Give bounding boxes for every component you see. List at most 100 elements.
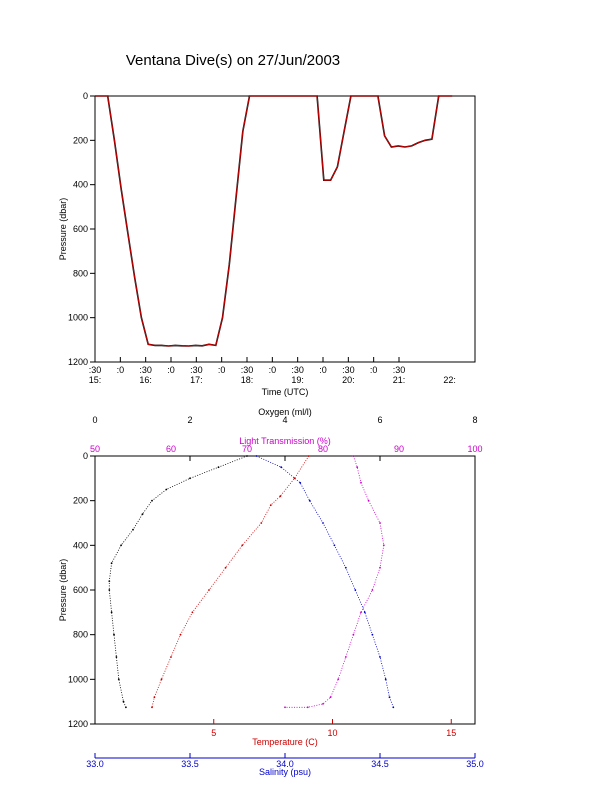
- salinity-data-point: [308, 499, 311, 502]
- light-tick-label: 70: [242, 444, 252, 454]
- oxygen-data-point: [120, 544, 122, 547]
- oxygen-data-point: [217, 466, 220, 469]
- oxygen-data-point: [108, 580, 111, 582]
- light-data-point: [306, 706, 309, 709]
- top-x-hour-label: 21:: [393, 375, 406, 385]
- temperature-profile-line: [151, 455, 310, 708]
- temperature-data-point: [208, 589, 210, 591]
- top-x-hour-label: 16:: [139, 375, 152, 385]
- bottom-y-tick-label: 1200: [68, 719, 88, 729]
- top-y-tick-label: 400: [73, 180, 88, 190]
- temperature-tick-label: 5: [211, 728, 216, 738]
- top-y-axis: 0 200 400 600 800 1000 1200: [68, 91, 95, 367]
- top-x-tick-label: :0: [370, 365, 378, 375]
- temperature-data-point: [260, 522, 263, 524]
- top-y-tick-label: 200: [73, 135, 88, 145]
- light-data-point: [337, 678, 340, 681]
- bottom-series-group: [108, 455, 395, 709]
- top-x-tick-label: :30: [241, 365, 254, 375]
- salinity-tick-label: 34.0: [276, 759, 294, 769]
- salinity-data-point: [363, 611, 366, 614]
- pressure-trace-shadow: [95, 95, 453, 347]
- salinity-tick-label: 33.5: [181, 759, 199, 769]
- temperature-data-point: [170, 656, 172, 658]
- bottom-y-tick-label: 1000: [68, 674, 88, 684]
- bottom-y-axis: 0 200 400 600 800 1000 1200: [68, 451, 95, 729]
- temperature-data-point: [160, 678, 163, 681]
- salinity-data-point: [333, 544, 336, 547]
- oxygen-data-point: [115, 656, 118, 658]
- salinity-tick-label: 33.0: [86, 759, 104, 769]
- bottom-y-tick-label: 800: [73, 630, 88, 640]
- temperature-tick-label: 10: [327, 728, 337, 738]
- salinity-data-point: [280, 466, 283, 469]
- top-x-tick-label: :30: [342, 365, 355, 375]
- salinity-data-point: [354, 589, 357, 591]
- salinity-data-point: [322, 522, 324, 524]
- salinity-data-point: [371, 633, 374, 636]
- salinity-data-point: [255, 455, 258, 457]
- salinity-data-point: [379, 656, 381, 658]
- light-data-point: [371, 589, 374, 591]
- light-data-point: [344, 656, 347, 658]
- top-x-hour-label: 22:: [443, 375, 456, 385]
- temperature-data-point: [179, 633, 182, 636]
- oxygen-data-point: [189, 477, 191, 480]
- temperature-data-point: [191, 611, 194, 614]
- oxygen-tick-label: 6: [377, 415, 382, 425]
- light-tick-label: 100: [467, 444, 482, 454]
- salinity-data-point: [344, 566, 347, 569]
- bottom-ylabel: Pressure (dbar): [58, 559, 68, 622]
- top-x-tick-label: :0: [218, 365, 226, 375]
- light-data-point: [379, 522, 381, 524]
- bottom-y-tick-label: 400: [73, 540, 88, 550]
- bottom-y-tick-label: 200: [73, 496, 88, 506]
- oxygen-data-point: [151, 499, 153, 502]
- top-x-tick-label: :30: [291, 365, 304, 375]
- bottom-plot-frame: [94, 455, 476, 725]
- top-y-tick-label: 1000: [68, 313, 88, 323]
- light-data-point: [284, 706, 286, 709]
- salinity-axis-label: Salinity (psu): [259, 767, 311, 777]
- oxygen-tick-label: 2: [187, 415, 192, 425]
- light-data-point: [360, 611, 362, 614]
- chart-title: Ventana Dive(s) on 27/Jun/2003: [126, 52, 340, 69]
- light-data-point: [382, 544, 385, 547]
- light-data-point: [322, 703, 324, 705]
- top-y-tick-label: 0: [83, 91, 88, 101]
- light-tick-label: 90: [394, 444, 404, 454]
- salinity-data-point: [299, 481, 302, 484]
- oxygen-data-point: [110, 562, 113, 565]
- temperature-data-point: [153, 696, 156, 699]
- top-series-group: [95, 95, 453, 347]
- light-tick-label: 80: [318, 444, 328, 454]
- light-tick-label: 60: [166, 444, 176, 454]
- top-x-hour-label: 15:: [89, 375, 102, 385]
- top-x-tick-label: :0: [319, 365, 327, 375]
- salinity-tick-label: 34.5: [371, 759, 389, 769]
- temperature-data-point: [307, 455, 310, 457]
- salinity-data-point: [384, 678, 387, 681]
- top-x-hour-label: 18:: [241, 375, 254, 385]
- top-y-tick-label: 1200: [68, 357, 88, 367]
- top-plot-frame: [94, 95, 476, 363]
- light-data-point: [379, 566, 381, 569]
- top-x-tick-label: :30: [89, 365, 102, 375]
- oxygen-data-point: [125, 706, 127, 709]
- pressure-trace-line: [95, 95, 453, 347]
- oxygen-axis-label: Oxygen (ml/l): [258, 407, 312, 417]
- temperature-tick-label: 15: [446, 728, 456, 738]
- temperature-data-point: [279, 495, 282, 498]
- temperature-data-point: [269, 504, 272, 506]
- top-x-hour-label: 17:: [190, 375, 203, 385]
- light-axis-label: Light Transmission (%): [239, 436, 331, 446]
- oxygen-tick-label: 8: [472, 415, 477, 425]
- top-x-tick-label: :0: [167, 365, 175, 375]
- light-tick-label: 50: [90, 444, 100, 454]
- oxygen-data-point: [110, 611, 113, 614]
- oxygen-tick-label: 0: [92, 415, 97, 425]
- oxygen-tick-label: 4: [282, 415, 287, 425]
- temperature-data-point: [151, 706, 153, 709]
